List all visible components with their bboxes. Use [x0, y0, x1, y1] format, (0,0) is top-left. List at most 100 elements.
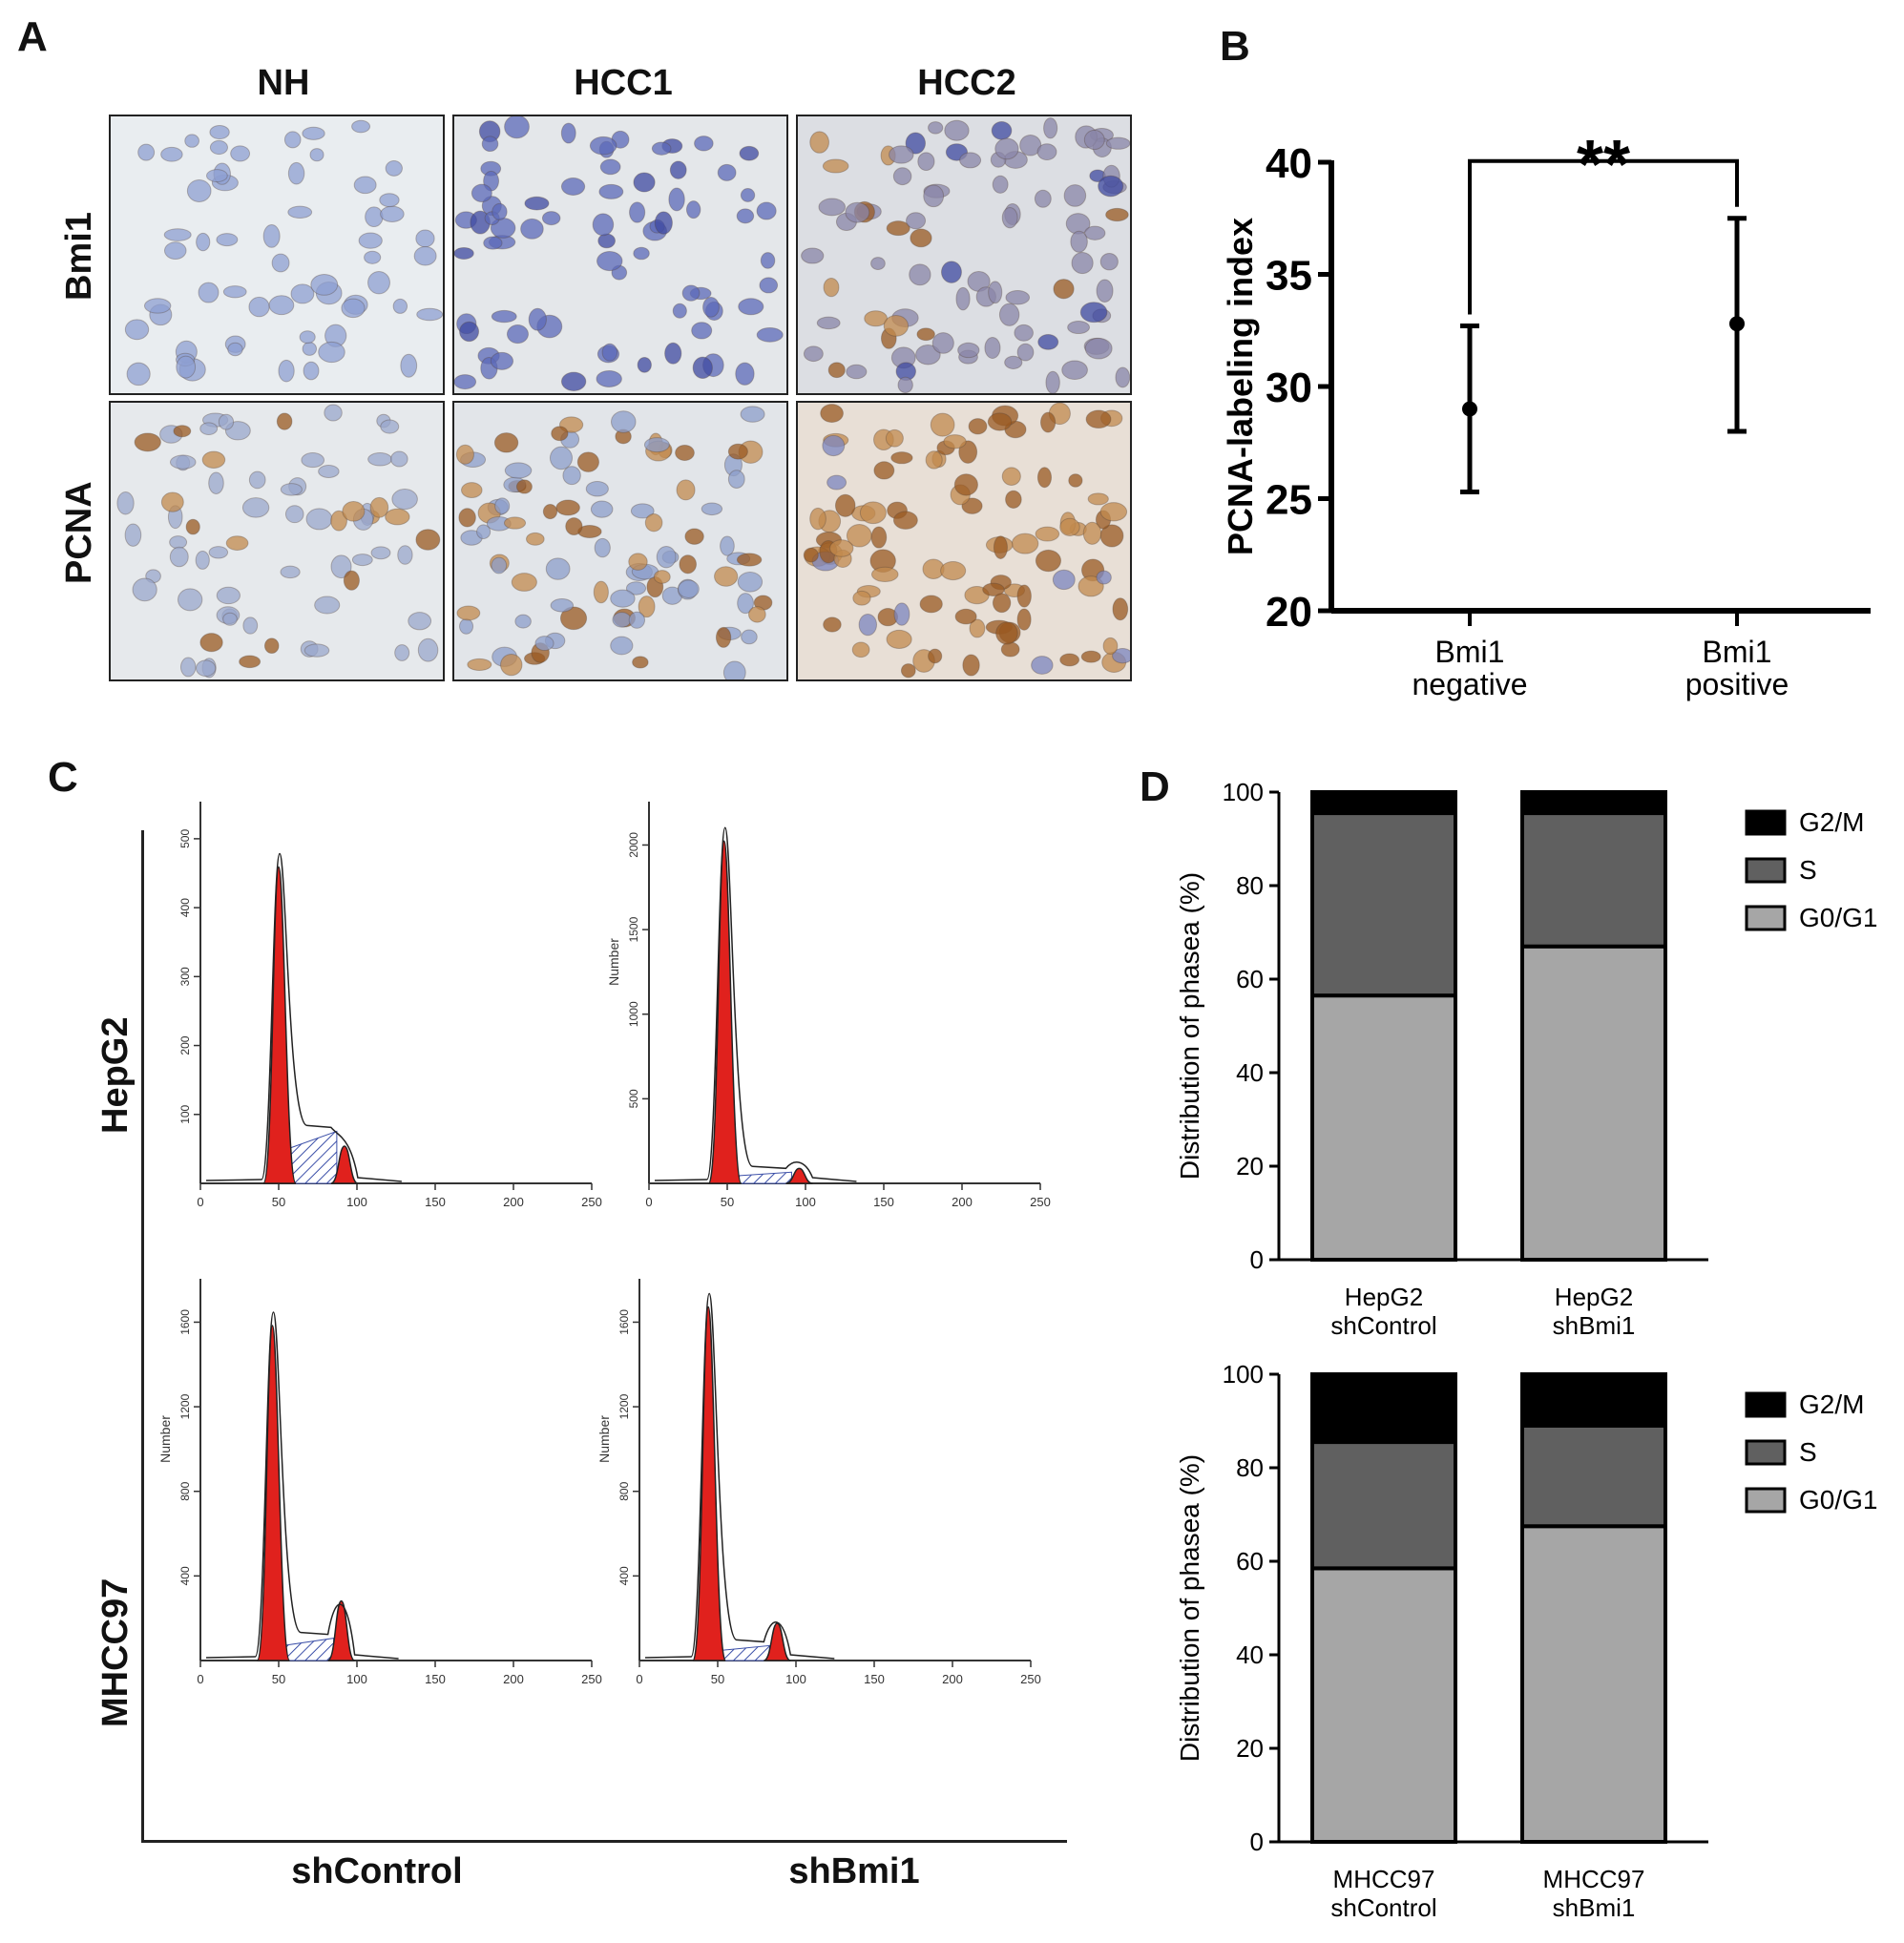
micrograph-bmi1-nh — [109, 115, 445, 395]
nucleus — [397, 545, 413, 565]
nucleus — [367, 270, 390, 295]
nucleus — [653, 570, 671, 584]
nucleus — [959, 152, 982, 169]
nucleus — [303, 643, 330, 658]
x-tick-label: negative — [1412, 667, 1528, 701]
nucleus — [494, 497, 511, 514]
nucleus — [481, 136, 499, 153]
significance-annotation: ** — [1577, 127, 1630, 203]
y-tick-label: 40 — [1236, 1058, 1264, 1087]
hist-y-axis-word: Number — [596, 1415, 612, 1463]
nucleus — [637, 356, 652, 373]
hist-y-tick-label: 1200 — [178, 1393, 192, 1419]
significance-bracket — [1468, 158, 1739, 315]
nucleus — [206, 169, 228, 183]
nucleus — [490, 351, 514, 370]
nucleus — [560, 371, 587, 391]
nucleus — [1096, 570, 1112, 585]
hist-y-tick-label: 500 — [178, 829, 192, 848]
nucleus — [940, 560, 967, 581]
nucleus — [822, 434, 846, 457]
nucleus — [216, 586, 241, 605]
nucleus — [585, 480, 609, 497]
panel-b-letter: B — [1220, 23, 1250, 70]
hist-x-tick-label: 0 — [197, 1195, 203, 1209]
nucleus — [1115, 366, 1130, 388]
nucleus — [1085, 409, 1112, 429]
y-tick-label: 60 — [1236, 1547, 1264, 1576]
nucleus — [415, 529, 441, 551]
nucleus — [1036, 467, 1053, 489]
nucleus — [717, 163, 737, 181]
nucleus — [287, 205, 313, 219]
hist-x-tick-label: 50 — [272, 1672, 285, 1686]
nucleus — [715, 626, 732, 648]
x-tick-label: HepG2 — [1345, 1283, 1423, 1311]
nucleus — [163, 228, 192, 241]
nucleus — [283, 131, 302, 149]
x-tick-label: Bmi1 — [1435, 635, 1505, 669]
nucleus — [303, 361, 320, 381]
nucleus — [919, 595, 943, 614]
nucleus — [169, 454, 197, 470]
nucleus — [455, 444, 474, 465]
nucleus — [1001, 206, 1018, 229]
nucleus — [239, 655, 262, 669]
nucleus — [1035, 549, 1062, 573]
nucleus — [511, 573, 537, 592]
nucleus — [740, 406, 765, 423]
nucleus — [870, 526, 888, 549]
legend-label: G2/M — [1799, 807, 1864, 837]
hist-y-tick-label: 200 — [178, 1035, 192, 1055]
hist-y-tick-label: 1200 — [617, 1393, 631, 1419]
bar-segment-s — [1310, 811, 1457, 998]
nucleus — [892, 511, 918, 530]
nucleus — [592, 213, 615, 237]
hist-x-tick-label: 250 — [581, 1195, 602, 1209]
nucleus — [491, 556, 508, 575]
nucleus — [458, 508, 476, 528]
y-tick-label: 80 — [1236, 871, 1264, 900]
nucleus — [1016, 584, 1032, 608]
nucleus — [883, 315, 910, 337]
nucleus — [845, 201, 870, 223]
y-tick-label: 20 — [1236, 1734, 1264, 1763]
nucleus — [900, 663, 916, 679]
nucleus — [859, 501, 887, 525]
nucleus — [528, 307, 547, 331]
nucleus — [633, 246, 650, 261]
hist-y-tick-label: 2000 — [627, 832, 640, 858]
nucleus — [177, 588, 203, 612]
column-label-nh: NH — [257, 63, 310, 103]
nucleus — [1035, 526, 1060, 542]
nucleus — [542, 504, 558, 520]
legend-label: G0/G1 — [1799, 903, 1877, 932]
micrograph-bmi1-hcc1-cells — [454, 116, 784, 391]
nucleus — [702, 297, 720, 318]
nucleus — [1053, 279, 1075, 300]
nucleus — [736, 553, 763, 567]
y-tick-label: 25 — [1266, 477, 1312, 524]
nucleus — [739, 145, 760, 161]
y-axis-title: Distribution of phasea (%) — [1175, 1454, 1204, 1762]
hist-outline — [205, 1311, 399, 1660]
row-label-hepg2: HepG2 — [95, 1016, 136, 1134]
nucleus — [756, 201, 777, 220]
nucleus — [222, 285, 247, 299]
nucleus — [864, 310, 889, 327]
nucleus — [278, 359, 295, 383]
nucleus — [714, 566, 739, 587]
y-tick-label: 60 — [1236, 965, 1264, 993]
y-tick-label: 100 — [1223, 1360, 1264, 1389]
nucleus — [643, 437, 670, 453]
nucleus — [685, 200, 701, 219]
nucleus — [916, 327, 935, 342]
nucleus — [597, 233, 616, 249]
nucleus — [132, 577, 157, 602]
nucleus — [998, 303, 1020, 326]
nucleus — [400, 353, 418, 378]
nucleus — [524, 196, 550, 211]
hist-g2-peak — [785, 1167, 813, 1184]
hist-y-tick-label: 400 — [178, 898, 192, 917]
nucleus — [722, 660, 746, 679]
